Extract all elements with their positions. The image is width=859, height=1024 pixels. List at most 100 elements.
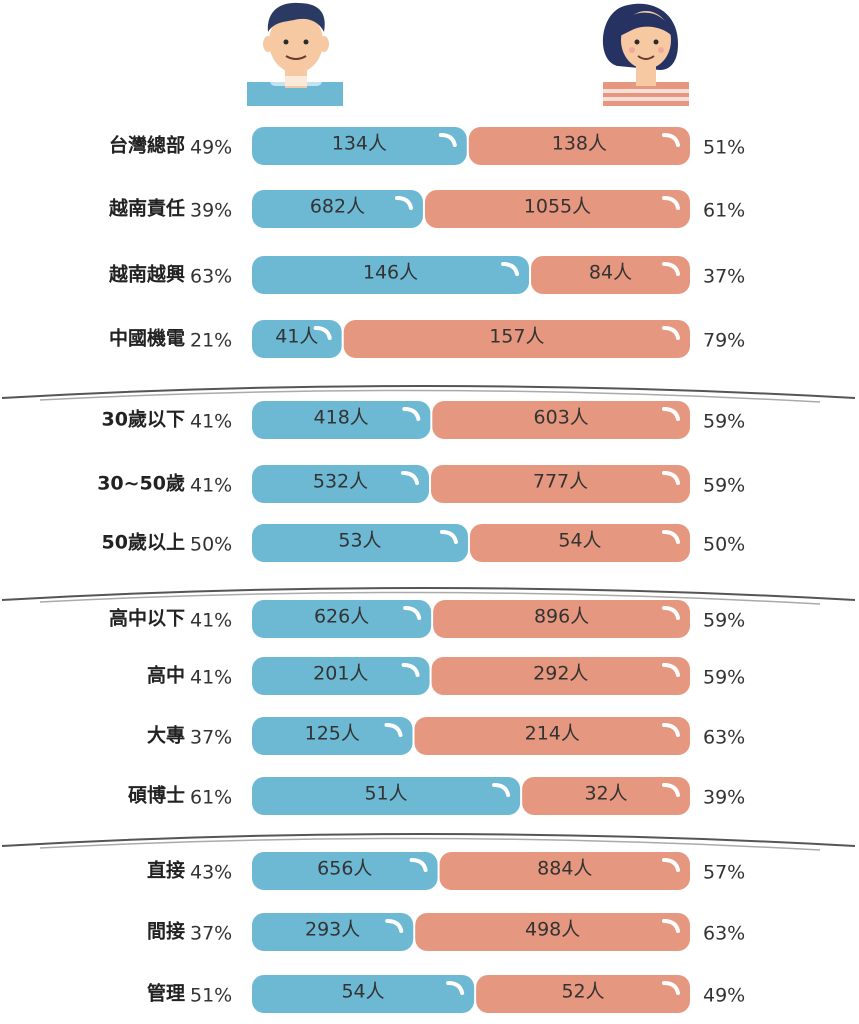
female-count: 884人 [537,858,592,880]
female-percent: 39% [703,787,745,809]
female-bar-highlight [662,783,680,797]
female-percent: 51% [703,137,745,159]
female-count: 32人 [584,783,627,805]
male-percent: 41% [190,475,232,497]
male-bar [252,256,530,294]
male-bar [252,600,432,638]
female-count: 52人 [561,981,604,1003]
group-divider-shadow [39,389,821,403]
male-bar-highlight [402,407,421,421]
row-label: 台灣總部 [109,134,185,157]
male-bar-highlight [401,663,420,677]
male-percent: 49% [190,137,232,159]
chart-row: 50歲以上 50% 53人 54人 50% [102,524,745,562]
chart-row: 30~50歲 41% 532人 777人 59% [97,465,745,503]
female-bar-highlight [662,407,680,421]
female-bar-highlight [662,981,680,995]
row-label: 50歲以上 [102,531,185,554]
chart-row: 越南責任 39% 682人 1055人 61% [108,190,745,228]
male-count: 51人 [364,783,407,805]
female-count: 1055人 [524,196,591,218]
row-label: 越南責任 [108,197,185,220]
row-label: 越南越興 [108,263,185,286]
chart-row: 管理 51% 54人 52人 49% [147,975,745,1013]
male-avatar-icon [247,2,343,106]
female-bar-highlight [662,858,680,872]
female-bar [522,777,690,815]
group-divider [1,833,856,847]
female-bar [468,127,690,165]
male-bar-highlight [313,326,332,340]
group-divider [1,587,856,601]
female-bar-highlight [662,326,680,340]
female-bar [531,256,690,294]
male-count: 54人 [341,981,384,1003]
female-percent: 59% [703,475,745,497]
male-bar [252,852,438,890]
male-bar [252,975,475,1013]
female-count: 157人 [489,326,544,348]
female-bar [415,913,690,951]
female-percent: 37% [703,266,745,288]
chart-row: 直接 43% 656人 884人 57% [147,852,745,890]
chart-rows: 台灣總部 49% 134人 138人 51%越南責任 39% 682人 1055人 61%越南越… [97,127,745,1013]
female-percent: 59% [703,610,745,632]
female-percent: 59% [703,411,745,433]
group-dividers [1,385,856,851]
female-percent: 49% [703,985,745,1007]
chart-row: 越南越興 63% 146人 84人 37% [108,256,745,294]
female-bar [433,600,690,638]
female-percent: 59% [703,667,745,689]
chart-row: 碩博士 61% 51人 32人 39% [128,777,745,815]
male-bar [252,777,521,815]
male-count: 418人 [314,407,369,429]
row-label: 高中以下 [109,607,185,630]
male-bar [252,127,467,165]
row-label: 大專 [147,724,185,747]
male-bar [252,190,423,228]
female-bar [414,717,690,755]
female-bar [343,320,690,358]
male-percent: 39% [190,200,232,222]
male-count: 53人 [338,530,381,552]
male-bar-highlight [403,606,422,620]
row-label: 30~50歲 [97,472,185,495]
male-percent: 37% [190,923,232,945]
male-percent: 61% [190,787,232,809]
female-count: 896人 [534,606,589,628]
male-percent: 37% [190,727,232,749]
female-bar-highlight [662,663,680,677]
female-bar-highlight [662,196,680,210]
male-percent: 43% [190,862,232,884]
male-count: 626人 [314,606,369,628]
row-label: 高中 [147,664,185,687]
male-percent: 41% [190,610,232,632]
male-bar-highlight [385,919,404,933]
male-bar [252,524,468,562]
female-percent: 57% [703,862,745,884]
chart-row: 30歲以下 41% 418人 603人 59% [102,401,745,439]
row-label: 間接 [147,921,185,943]
female-bar-highlight [662,262,680,276]
male-percent: 51% [190,985,232,1007]
chart-row: 大專 37% 125人 214人 63% [147,717,745,755]
female-bar [431,657,690,695]
male-count: 682人 [310,196,365,218]
female-count: 214人 [525,723,580,745]
female-count: 603人 [534,407,589,429]
male-bar-highlight [384,723,403,737]
male-bar-highlight [501,262,520,276]
group-divider [1,385,856,399]
male-bar-highlight [438,133,457,147]
row-label: 30歲以下 [102,408,185,431]
male-bar-highlight [492,783,511,797]
chart-row: 高中以下 41% 626人 896人 59% [109,600,745,638]
male-bar [252,401,431,439]
male-percent: 41% [190,667,232,689]
female-avatar-icon [602,3,689,106]
male-percent: 50% [190,534,232,556]
male-bar-highlight [446,981,465,995]
female-percent: 61% [703,200,745,222]
male-percent: 41% [190,411,232,433]
chart-row: 間接 37% 293人 498人 63% [147,913,745,951]
